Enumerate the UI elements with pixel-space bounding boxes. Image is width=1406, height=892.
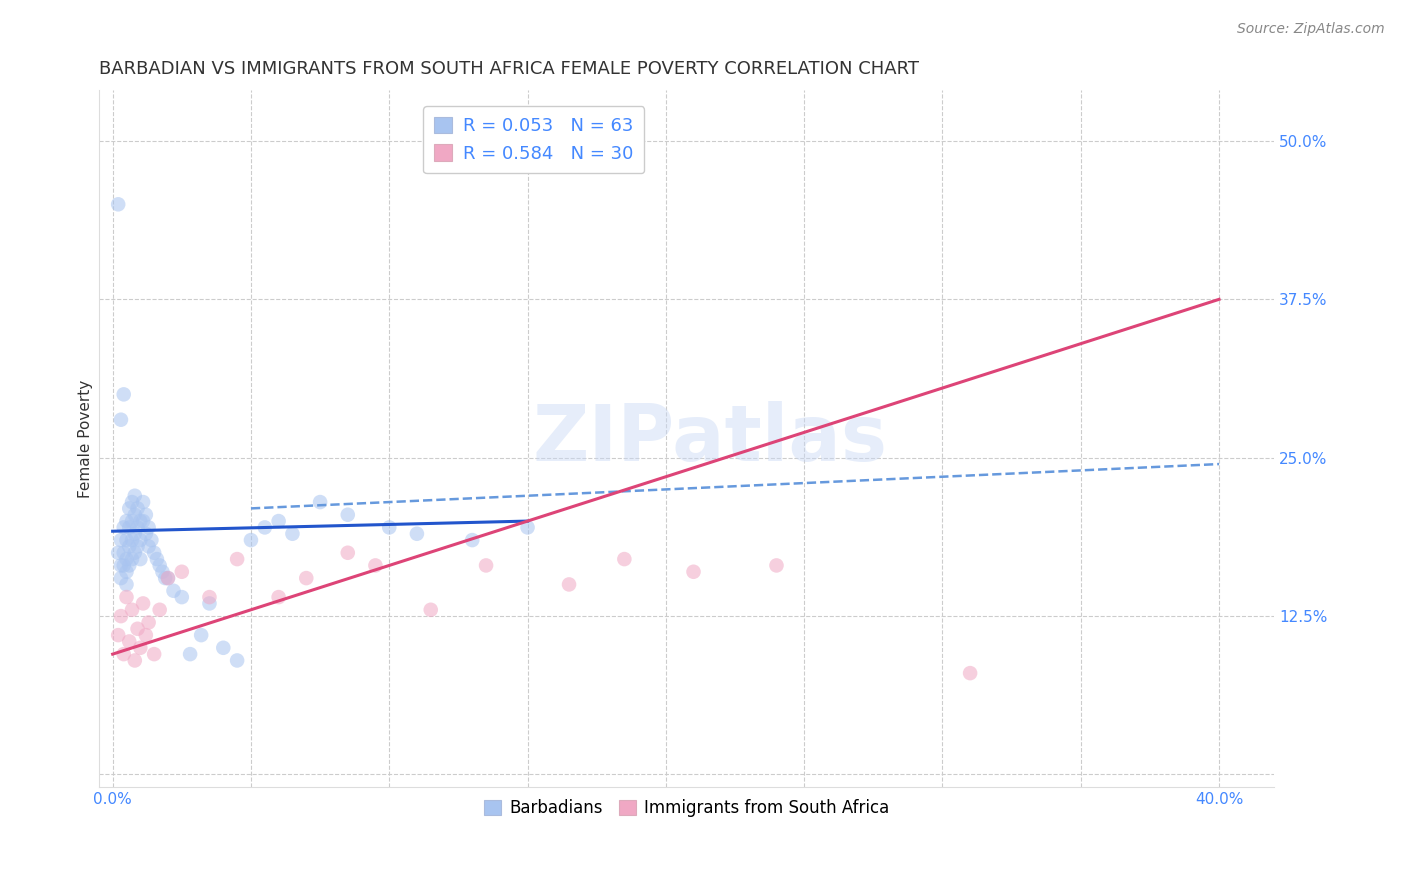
Point xyxy=(959,666,981,681)
Point xyxy=(378,520,401,534)
Point xyxy=(121,552,143,566)
Point xyxy=(138,540,160,554)
Point xyxy=(118,520,141,534)
Point xyxy=(110,533,132,547)
Point xyxy=(309,495,332,509)
Point xyxy=(198,597,221,611)
Point xyxy=(121,533,143,547)
Point xyxy=(765,558,787,573)
Point xyxy=(121,603,143,617)
Point xyxy=(149,558,172,573)
Point xyxy=(613,552,636,566)
Point xyxy=(118,501,141,516)
Point xyxy=(129,514,152,528)
Point xyxy=(138,520,160,534)
Point xyxy=(170,565,193,579)
Point xyxy=(110,609,132,624)
Point xyxy=(107,628,129,642)
Point xyxy=(129,533,152,547)
Point xyxy=(226,653,249,667)
Point xyxy=(112,387,135,401)
Point xyxy=(162,583,184,598)
Point xyxy=(115,552,138,566)
Point xyxy=(112,558,135,573)
Point xyxy=(682,565,704,579)
Point xyxy=(419,603,441,617)
Point xyxy=(364,558,387,573)
Point xyxy=(143,647,166,661)
Point xyxy=(226,552,249,566)
Point xyxy=(118,540,141,554)
Point xyxy=(295,571,318,585)
Point xyxy=(516,520,538,534)
Point xyxy=(124,653,146,667)
Point xyxy=(212,640,235,655)
Point xyxy=(118,634,141,648)
Point xyxy=(138,615,160,630)
Point xyxy=(267,590,290,604)
Point xyxy=(135,628,157,642)
Point xyxy=(156,571,179,585)
Point xyxy=(110,571,132,585)
Point xyxy=(115,533,138,547)
Point xyxy=(239,533,262,547)
Point xyxy=(110,558,132,573)
Point xyxy=(135,508,157,522)
Point xyxy=(127,540,149,554)
Point xyxy=(132,597,155,611)
Legend: Barbadians, Immigrants from South Africa: Barbadians, Immigrants from South Africa xyxy=(477,793,896,824)
Point xyxy=(149,603,172,617)
Point xyxy=(115,577,138,591)
Point xyxy=(127,520,149,534)
Point xyxy=(107,197,129,211)
Point xyxy=(156,571,179,585)
Point xyxy=(124,489,146,503)
Point xyxy=(112,546,135,560)
Point xyxy=(121,514,143,528)
Y-axis label: Female Poverty: Female Poverty xyxy=(79,380,93,498)
Point xyxy=(281,526,304,541)
Point xyxy=(129,552,152,566)
Point xyxy=(190,628,212,642)
Point xyxy=(155,571,177,585)
Point xyxy=(267,514,290,528)
Point xyxy=(461,533,484,547)
Point xyxy=(1319,235,1341,250)
Point xyxy=(110,413,132,427)
Point xyxy=(129,640,152,655)
Point xyxy=(112,520,135,534)
Point xyxy=(475,558,498,573)
Point xyxy=(406,526,429,541)
Point xyxy=(336,546,359,560)
Point xyxy=(115,514,138,528)
Point xyxy=(121,495,143,509)
Point xyxy=(132,514,155,528)
Point xyxy=(152,565,174,579)
Point xyxy=(127,501,149,516)
Point xyxy=(253,520,276,534)
Point xyxy=(146,552,169,566)
Point xyxy=(558,577,581,591)
Text: Source: ZipAtlas.com: Source: ZipAtlas.com xyxy=(1237,22,1385,37)
Point xyxy=(132,495,155,509)
Text: BARBADIAN VS IMMIGRANTS FROM SOUTH AFRICA FEMALE POVERTY CORRELATION CHART: BARBADIAN VS IMMIGRANTS FROM SOUTH AFRIC… xyxy=(98,60,920,78)
Point xyxy=(124,526,146,541)
Point xyxy=(143,546,166,560)
Point xyxy=(118,558,141,573)
Point xyxy=(107,546,129,560)
Point xyxy=(112,647,135,661)
Point xyxy=(336,508,359,522)
Text: ZIPatlas: ZIPatlas xyxy=(533,401,887,476)
Point xyxy=(179,647,201,661)
Point xyxy=(115,565,138,579)
Point xyxy=(124,546,146,560)
Point xyxy=(124,508,146,522)
Point xyxy=(141,533,163,547)
Point xyxy=(127,622,149,636)
Point xyxy=(198,590,221,604)
Point xyxy=(115,590,138,604)
Point xyxy=(135,526,157,541)
Point xyxy=(170,590,193,604)
